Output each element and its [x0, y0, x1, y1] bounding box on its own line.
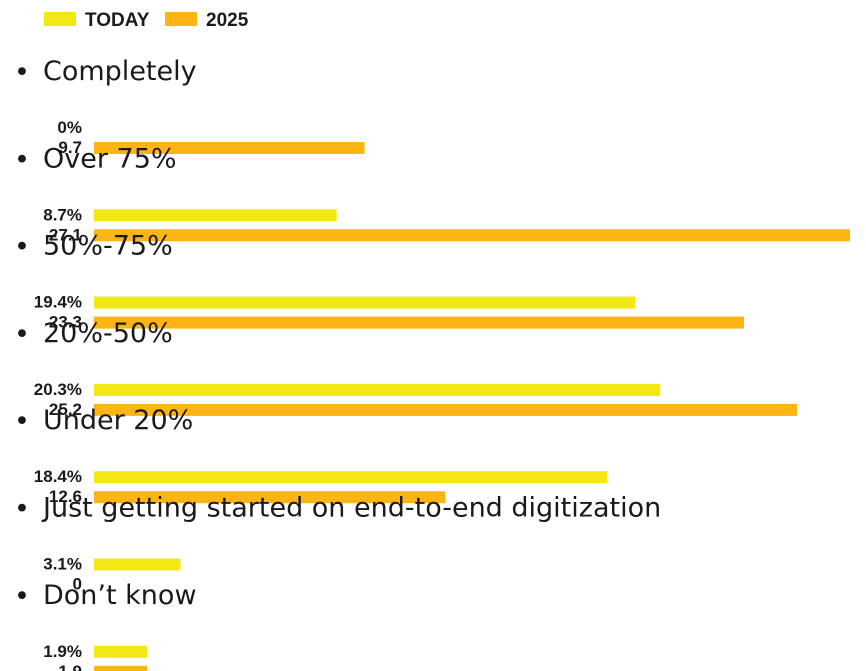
legend-swatch-2025: [165, 12, 197, 26]
category-label: Don’t know: [43, 580, 197, 611]
bar-today: [94, 645, 148, 658]
data-label: 12.6: [49, 487, 82, 506]
bullet-icon: •: [14, 406, 30, 437]
category-label: Under 20%: [43, 405, 193, 436]
data-label: 18.4%: [34, 467, 82, 486]
category-group: • Under 20% 18.4%12.6: [14, 405, 608, 506]
bar-2025: [94, 403, 797, 416]
category-groups: • Completely 0%9.7 • Over 75% 8.7%27.1 • 50%-75…: [14, 56, 850, 671]
bar-today: [94, 558, 181, 571]
category-group: • Just getting started on end-to-end digi…: [14, 493, 661, 594]
data-label: 0: [73, 575, 82, 594]
legend: TODAY 2025: [44, 10, 249, 31]
category-group: • 20%-50% 20.3%25.2: [14, 318, 797, 419]
category-group: • Completely 0%9.7: [14, 56, 365, 157]
category-group: • 50%-75% 19.4%23.3: [14, 231, 744, 332]
bullet-icon: •: [14, 581, 30, 612]
data-label: 1.9%: [43, 642, 82, 661]
category-label: 20%-50%: [43, 318, 173, 349]
category-label: Over 75%: [43, 143, 177, 174]
bullet-icon: •: [14, 494, 30, 525]
bar-2025: [94, 665, 148, 671]
category-label: 50%-75%: [43, 231, 173, 262]
data-label: 3.1%: [43, 555, 82, 574]
category-group: • Don’t know 1.9%1.9: [14, 580, 197, 671]
category-group: • Over 75% 8.7%27.1: [14, 143, 850, 244]
data-label: 20.3%: [34, 380, 82, 399]
bar-today: [94, 209, 337, 222]
data-label: 1.9: [58, 662, 82, 671]
category-label: Completely: [43, 56, 197, 87]
data-label: 25.2: [49, 400, 82, 419]
bar-today: [94, 296, 636, 309]
bar-2025: [94, 229, 850, 242]
category-label: Just getting started on end-to-end digit…: [41, 493, 661, 524]
data-label: 27.1: [49, 225, 82, 244]
bar-2025: [94, 316, 744, 329]
bullet-icon: •: [14, 57, 30, 88]
data-label: 0%: [57, 118, 82, 137]
data-label: 8.7%: [43, 205, 82, 224]
bar-today: [94, 383, 661, 396]
legend-swatch-today: [44, 12, 76, 26]
bar-2025: [94, 491, 446, 504]
bullet-icon: •: [14, 232, 30, 263]
data-label: 19.4%: [34, 293, 82, 312]
bullet-icon: •: [14, 144, 30, 175]
bar-2025: [94, 142, 365, 154]
data-label: 23.3: [49, 313, 82, 332]
bar-today: [94, 471, 608, 484]
legend-label-2025: 2025: [206, 10, 249, 31]
bullet-icon: •: [14, 319, 30, 350]
data-label: 9.7: [58, 138, 82, 157]
legend-label-today: TODAY: [85, 10, 150, 31]
